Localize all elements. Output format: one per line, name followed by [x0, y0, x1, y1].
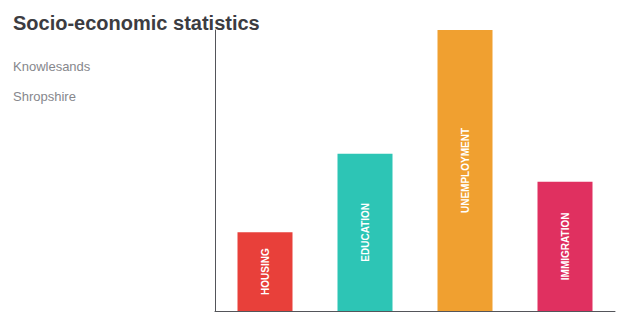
- svg-text:Knowlesands: Knowlesands: [13, 59, 91, 74]
- svg-text:HOUSING: HOUSING: [260, 248, 271, 295]
- svg-text:IMMIGRATION: IMMIGRATION: [560, 213, 571, 281]
- svg-text:EDUCATION: EDUCATION: [360, 203, 371, 262]
- svg-text:Socio-economic statistics: Socio-economic statistics: [13, 12, 260, 34]
- svg-text:Shropshire: Shropshire: [13, 89, 76, 104]
- svg-text:UNEMPLOYMENT: UNEMPLOYMENT: [460, 128, 471, 213]
